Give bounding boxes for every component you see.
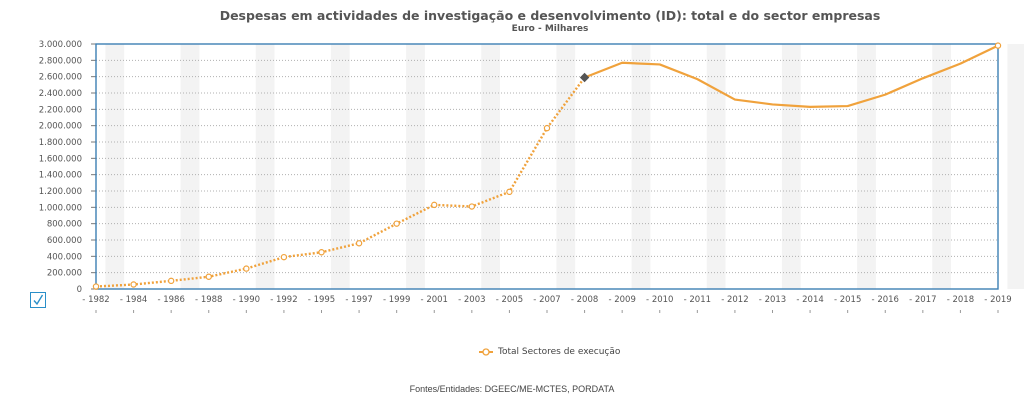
y-tick-label: 1.400.000	[39, 171, 82, 181]
column-band	[556, 44, 576, 289]
column-band	[781, 44, 801, 289]
column-band	[857, 44, 876, 289]
series-line-dotted	[95, 76, 586, 288]
column-band	[105, 44, 125, 289]
data-point[interactable]	[205, 273, 212, 280]
column-band	[180, 44, 200, 289]
x-tick-label: - 1990	[233, 295, 260, 305]
legend-item[interactable]: Total Sectores de execução	[478, 347, 620, 357]
data-point[interactable]	[130, 281, 137, 288]
data-point[interactable]	[355, 240, 363, 247]
x-tick-label: - 1988	[195, 295, 222, 305]
y-tick-label: 1.800.000	[39, 138, 82, 148]
x-tick-label: - 1992	[270, 295, 297, 305]
x-tick-label: - 1995	[308, 295, 335, 305]
column-band	[932, 44, 952, 289]
x-tick-label: - 2005	[496, 295, 523, 305]
chart-subtitle: Euro - Milhares	[511, 24, 589, 34]
data-point[interactable]	[468, 203, 476, 210]
y-tick-label: 2.800.000	[39, 56, 82, 66]
x-tick-label: - 2009	[608, 295, 635, 305]
y-tick-label: 2.400.000	[39, 89, 82, 99]
y-tick-label: 600.000	[47, 236, 82, 246]
x-tick-label: - 1984	[120, 295, 147, 305]
x-tick-label: - 2011	[684, 295, 711, 305]
y-tick-label: 200.000	[47, 269, 82, 279]
x-tick-label: - 1997	[345, 295, 372, 305]
data-point[interactable]	[92, 283, 100, 290]
plot-frame	[95, 43, 999, 290]
series-line-solid	[584, 44, 999, 108]
chart-title: Despesas em actividades de investigação …	[219, 8, 881, 23]
data-point[interactable]	[280, 253, 288, 261]
column-band	[255, 44, 275, 289]
source-credit: Fontes/Entidades: DGEEC/ME-MCTES, PORDAT…	[409, 384, 615, 394]
x-tick-label: - 2014	[796, 295, 823, 305]
x-tick-label: - 2001	[421, 295, 448, 305]
x-tick-label: - 2003	[458, 295, 485, 305]
y-tick-label: 2.000.000	[39, 122, 82, 132]
column-band	[1007, 44, 1024, 289]
y-tick-label: 1.200.000	[39, 187, 82, 197]
x-tick-label: - 2010	[646, 295, 673, 305]
x-tick-label: - 2016	[872, 295, 899, 305]
y-tick-label: 400.000	[47, 252, 82, 262]
data-point[interactable]	[994, 42, 1002, 49]
x-tick-label: - 1986	[157, 295, 184, 305]
legend-marker-icon	[479, 348, 493, 356]
x-tick-label: - 2013	[759, 295, 786, 305]
x-tick-label: - 1982	[82, 295, 109, 305]
y-tick-label: 1.600.000	[39, 154, 82, 164]
column-band	[706, 44, 726, 289]
data-point[interactable]	[243, 265, 250, 272]
data-point[interactable]	[393, 220, 400, 227]
column-band	[330, 44, 350, 289]
x-tick-label: - 2018	[947, 295, 974, 305]
x-tick-label: - 2012	[721, 295, 748, 305]
line-chart: 0 200.000 400.000 600.000 800.000 1.000.000 1.…	[39, 40, 1024, 313]
highlighted-data-point[interactable]	[579, 72, 590, 83]
x-tick-label: - 2015	[834, 295, 861, 305]
x-tick-label: - 1999	[383, 295, 410, 305]
y-tick-label: 1.000.000	[39, 203, 82, 213]
checkmark-icon	[33, 294, 44, 306]
column-band	[481, 44, 501, 289]
data-point[interactable]	[167, 277, 175, 285]
data-point[interactable]	[431, 201, 438, 209]
x-tick-label: - 2019	[984, 295, 1011, 305]
y-tick-label: 2.200.000	[39, 105, 82, 115]
column-band	[406, 44, 425, 289]
data-point[interactable]	[543, 124, 551, 132]
x-tick-label: - 2008	[571, 295, 598, 305]
x-tick-label: - 2017	[909, 295, 936, 305]
x-tick-label: - 2007	[533, 295, 560, 305]
data-point[interactable]	[318, 249, 325, 256]
column-band	[631, 44, 651, 289]
legend-label: Total Sectores de execução	[498, 347, 621, 357]
y-tick-label: 3.000.000	[39, 40, 82, 50]
select-checkbox[interactable]	[30, 292, 46, 308]
y-tick-label: 800.000	[47, 220, 82, 230]
y-tick-label: 2.600.000	[39, 73, 82, 83]
y-tick-label: 0	[77, 285, 82, 295]
data-point[interactable]	[506, 188, 513, 196]
